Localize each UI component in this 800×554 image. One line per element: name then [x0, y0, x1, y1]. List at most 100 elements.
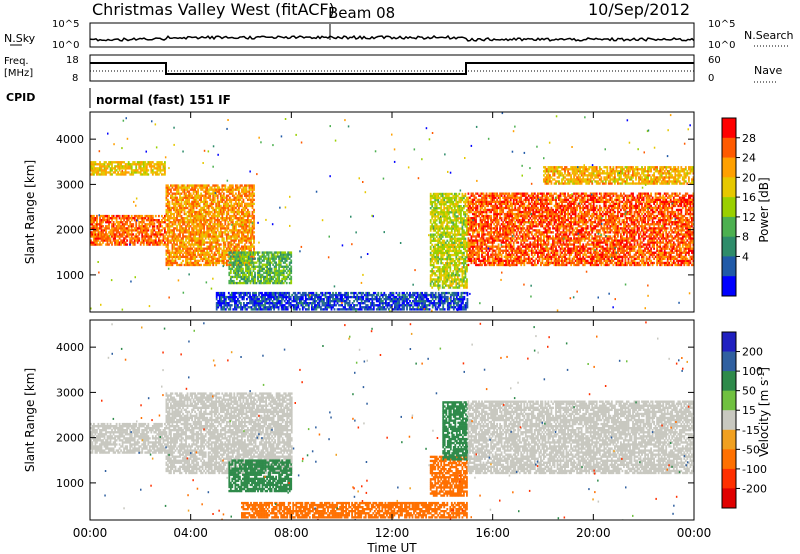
- heatmap-cell: [200, 231, 203, 234]
- heatmap-cell: [254, 251, 256, 254]
- heatmap-cell: [120, 241, 123, 244]
- heatmap-cell: [450, 203, 453, 206]
- heatmap-cell: [167, 247, 169, 250]
- heatmap-cell: [432, 266, 435, 269]
- heatmap-cell: [251, 198, 254, 202]
- heatmap-cell: [484, 225, 486, 228]
- heatmap-cell: [506, 200, 509, 204]
- heatmap-cell: [200, 245, 203, 248]
- heatmap-cell: [491, 231, 494, 234]
- heatmap-cell: [145, 243, 148, 246]
- heatmap-cell: [185, 227, 187, 230]
- heatmap-cell: [434, 272, 437, 275]
- heatmap-cell: [499, 194, 502, 197]
- heatmap-cell: [248, 237, 251, 240]
- heatmap-cell: [179, 235, 181, 238]
- heatmap-cell: [236, 263, 239, 267]
- heatmap-cell: [228, 190, 231, 193]
- heatmap-cell: [167, 206, 169, 210]
- heatmap-cell: [251, 229, 254, 232]
- heatmap-cell: [491, 198, 494, 202]
- heatmap-cell: [192, 210, 195, 214]
- heatmap-cell: [241, 237, 243, 240]
- heatmap-cell: [154, 233, 157, 236]
- heatmap-cell: [508, 255, 511, 259]
- heatmap-cell: [429, 229, 432, 232]
- heatmap-cell: [161, 214, 163, 218]
- heatmap-cell: [130, 241, 133, 244]
- heatmap-cell: [481, 200, 483, 204]
- heatmap-cell: [456, 251, 459, 255]
- heatmap-cell: [127, 231, 130, 234]
- heatmap-cell: [212, 223, 215, 226]
- heatmap-cell: [443, 241, 446, 244]
- heatmap-cell: [255, 265, 258, 268]
- heatmap-cell: [230, 198, 233, 202]
- heatmap-cell: [185, 225, 187, 228]
- heatmap-cell: [441, 257, 444, 261]
- heatmap-cell: [443, 268, 446, 271]
- heatmap-cell: [232, 281, 235, 285]
- heatmap-cell: [533, 241, 536, 244]
- heatmap-cell: [245, 186, 248, 189]
- heatmap-cell: [463, 235, 465, 238]
- heatmap-cell: [138, 233, 141, 236]
- heatmap-cell: [167, 225, 169, 228]
- heatmap-cell: [505, 192, 508, 195]
- heatmap-cell: [174, 202, 177, 206]
- heatmap-cell: [173, 188, 175, 191]
- heatmap-cell: [512, 229, 515, 232]
- heatmap-cell: [165, 257, 168, 261]
- heatmap-cell: [210, 192, 213, 195]
- heatmap-cell: [514, 206, 517, 210]
- heatmap-cell: [203, 247, 206, 250]
- heatmap-cell: [250, 247, 252, 250]
- heatmap-cell: [518, 257, 521, 261]
- heatmap-cell: [438, 221, 441, 224]
- heatmap-cell: [494, 210, 497, 214]
- heatmap-cell: [103, 235, 106, 238]
- heatmap-cell: [171, 198, 174, 202]
- heatmap-cell: [509, 239, 512, 242]
- heatmap-cell: [514, 217, 517, 220]
- heatmap-cell: [437, 207, 440, 210]
- heatmap-cell: [508, 192, 511, 195]
- heatmap-cell: [502, 261, 505, 265]
- heatmap-cell: [90, 217, 92, 220]
- heatmap-cell: [450, 280, 453, 283]
- heatmap-cell: [473, 223, 476, 226]
- heatmap-cell: [532, 194, 535, 197]
- heatmap-cell: [183, 202, 186, 206]
- heatmap-cell: [270, 279, 273, 283]
- heatmap-cell: [278, 269, 281, 273]
- heatmap-cell: [506, 253, 509, 256]
- heatmap-cell: [207, 194, 210, 197]
- heatmap-cell: [237, 271, 240, 275]
- heatmap-cell: [218, 188, 221, 191]
- heatmap-cell: [490, 192, 493, 195]
- heatmap-cell: [431, 200, 434, 204]
- heatmap-cell: [228, 198, 231, 202]
- heatmap-cell: [213, 239, 216, 242]
- heatmap-cell: [272, 253, 275, 256]
- heatmap-cell: [102, 221, 104, 224]
- heatmap-cell: [239, 257, 241, 260]
- heatmap-cell: [438, 239, 441, 242]
- heatmap-cell: [206, 251, 209, 254]
- heatmap-cell: [111, 243, 113, 246]
- heatmap-cell: [441, 233, 444, 236]
- heatmap-cell: [247, 235, 249, 238]
- heatmap-cell: [248, 265, 250, 268]
- heatmap-cell: [508, 223, 511, 226]
- heatmap-cell: [281, 253, 284, 256]
- heatmap-cell: [124, 241, 127, 244]
- heatmap-cell: [273, 273, 276, 277]
- heatmap-cell: [502, 251, 505, 254]
- heatmap-cell: [145, 227, 148, 230]
- heatmap-cell: [450, 211, 453, 214]
- heatmap-cell: [250, 184, 252, 187]
- heatmap-cell: [460, 196, 462, 200]
- heatmap-cell: [176, 253, 178, 256]
- date-label: 10/Sep/2012: [588, 0, 690, 19]
- heatmap-cell: [240, 253, 243, 256]
